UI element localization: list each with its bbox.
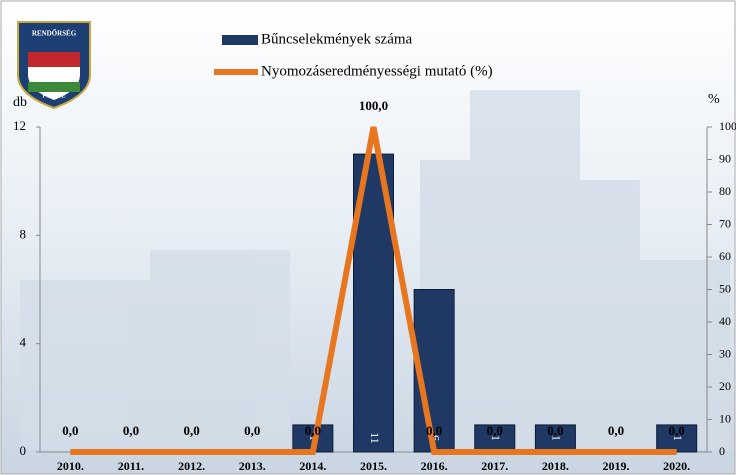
y-tick-label: 0: [20, 443, 27, 458]
y2-tick-label: 20: [719, 379, 731, 393]
x-tick-label: 2019.: [603, 459, 630, 473]
x-tick-label: 2017.: [481, 459, 508, 473]
line-value-label: 0,0: [487, 423, 503, 438]
y2-tick-label: 0: [719, 444, 725, 458]
y2-tick-label: 70: [719, 216, 731, 230]
line-value-label: 0,0: [244, 423, 260, 438]
line-value-label: 0,0: [62, 423, 78, 438]
x-tick-label: 2016.: [421, 459, 448, 473]
legend-label: Nyomozáseredményességi mutató (%): [261, 63, 493, 79]
logo: RENDŐRSÉG POLICE: [18, 22, 90, 108]
line-value-label: 0,0: [123, 423, 139, 438]
y-tick-label: 12: [13, 118, 26, 133]
y2-tick-label: 90: [719, 151, 731, 165]
x-tick-label: 2015.: [360, 459, 387, 473]
line-value-label: 100,0: [359, 98, 388, 113]
logo-top: RENDŐRSÉG: [32, 30, 77, 38]
y2-tick-label: 40: [719, 314, 731, 328]
x-tick-label: 2011.: [118, 459, 144, 473]
y-axis-label: db: [13, 95, 27, 110]
chart: RENDŐRSÉG POLICE db % 0 4 8 12 0 10 20 30 40 50 60…: [0, 0, 736, 475]
x-tick-label: 2013.: [239, 459, 266, 473]
y2-tick-label: 10: [719, 411, 731, 425]
line-value-label: 0,0: [305, 423, 321, 438]
y2-tick-label: 100: [719, 119, 736, 133]
bar-value-label: 11: [368, 432, 382, 444]
y2-axis-label: %: [708, 92, 720, 107]
y2-tick-label: 60: [719, 249, 731, 263]
x-tick-label: 2014.: [299, 459, 326, 473]
x-tick-label: 2012.: [178, 459, 205, 473]
line-value-label: 0,0: [669, 423, 685, 438]
line-value-label: 0,0: [426, 423, 442, 438]
x-tick-label: 2010.: [57, 459, 84, 473]
legend-label: Bűncselekmények száma: [261, 31, 413, 47]
y2-tick-label: 30: [719, 346, 731, 360]
line-value-label: 0,0: [183, 423, 199, 438]
page: RENDŐRSÉG POLICE db % 0 4 8 12 0 10 20 30 40 50 60…: [0, 0, 736, 475]
line-value-label: 0,0: [608, 423, 624, 438]
y2-tick-label: 80: [719, 184, 731, 198]
y2-tick-label: 50: [719, 281, 731, 295]
y-tick-label: 4: [20, 335, 27, 350]
logo-bottom: POLICE: [42, 93, 65, 99]
x-tick-label: 2018.: [542, 459, 569, 473]
line-value-label: 0,0: [547, 423, 563, 438]
x-tick-label: 2020.: [663, 459, 690, 473]
legend-swatch: [222, 35, 258, 45]
y-tick-label: 8: [20, 226, 27, 241]
